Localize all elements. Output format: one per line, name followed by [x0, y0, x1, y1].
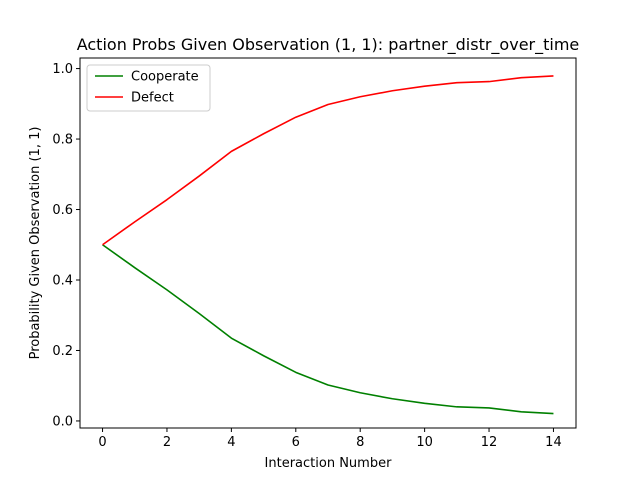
- axes-frame: [79, 57, 577, 429]
- legend-label-defect: Defect: [131, 91, 174, 106]
- legend-label-cooperate: Cooperate: [131, 70, 199, 85]
- legend: Cooperate Defect: [86, 64, 211, 112]
- x-axis-label: Interaction Number: [265, 456, 393, 471]
- series-line-cooperate: [102, 244, 554, 415]
- y-axis-label: Probability Given Observation (1, 1): [28, 127, 43, 360]
- x-tick-label: 10: [416, 435, 433, 450]
- chart-title: Action Probs Given Observation (1, 1): p…: [77, 35, 580, 55]
- y-tick-label: 0.0: [52, 414, 73, 429]
- y-tick-label: 0.2: [52, 344, 73, 359]
- x-tick-label: 6: [292, 435, 300, 450]
- x-tick-label: 2: [163, 435, 171, 450]
- y-axis: 0.0 0.2 0.4 0.6 0.8 1.0: [52, 62, 80, 429]
- y-tick-label: 1.0: [52, 62, 73, 77]
- y-tick-label: 0.8: [52, 133, 73, 148]
- plot-area: [102, 75, 554, 415]
- x-tick-label: 4: [227, 435, 235, 450]
- x-tick-label: 12: [481, 435, 498, 450]
- y-tick-label: 0.6: [52, 203, 73, 218]
- x-axis: 0 2 4 6 8 10 12 14: [98, 428, 562, 450]
- y-tick-label: 0.4: [52, 274, 73, 289]
- x-tick-label: 0: [98, 435, 106, 450]
- series-line-defect: [102, 75, 554, 246]
- x-tick-label: 8: [356, 435, 364, 450]
- x-tick-label: 14: [545, 435, 562, 450]
